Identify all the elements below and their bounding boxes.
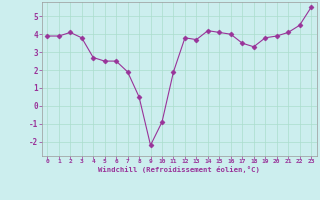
- X-axis label: Windchill (Refroidissement éolien,°C): Windchill (Refroidissement éolien,°C): [98, 166, 260, 173]
